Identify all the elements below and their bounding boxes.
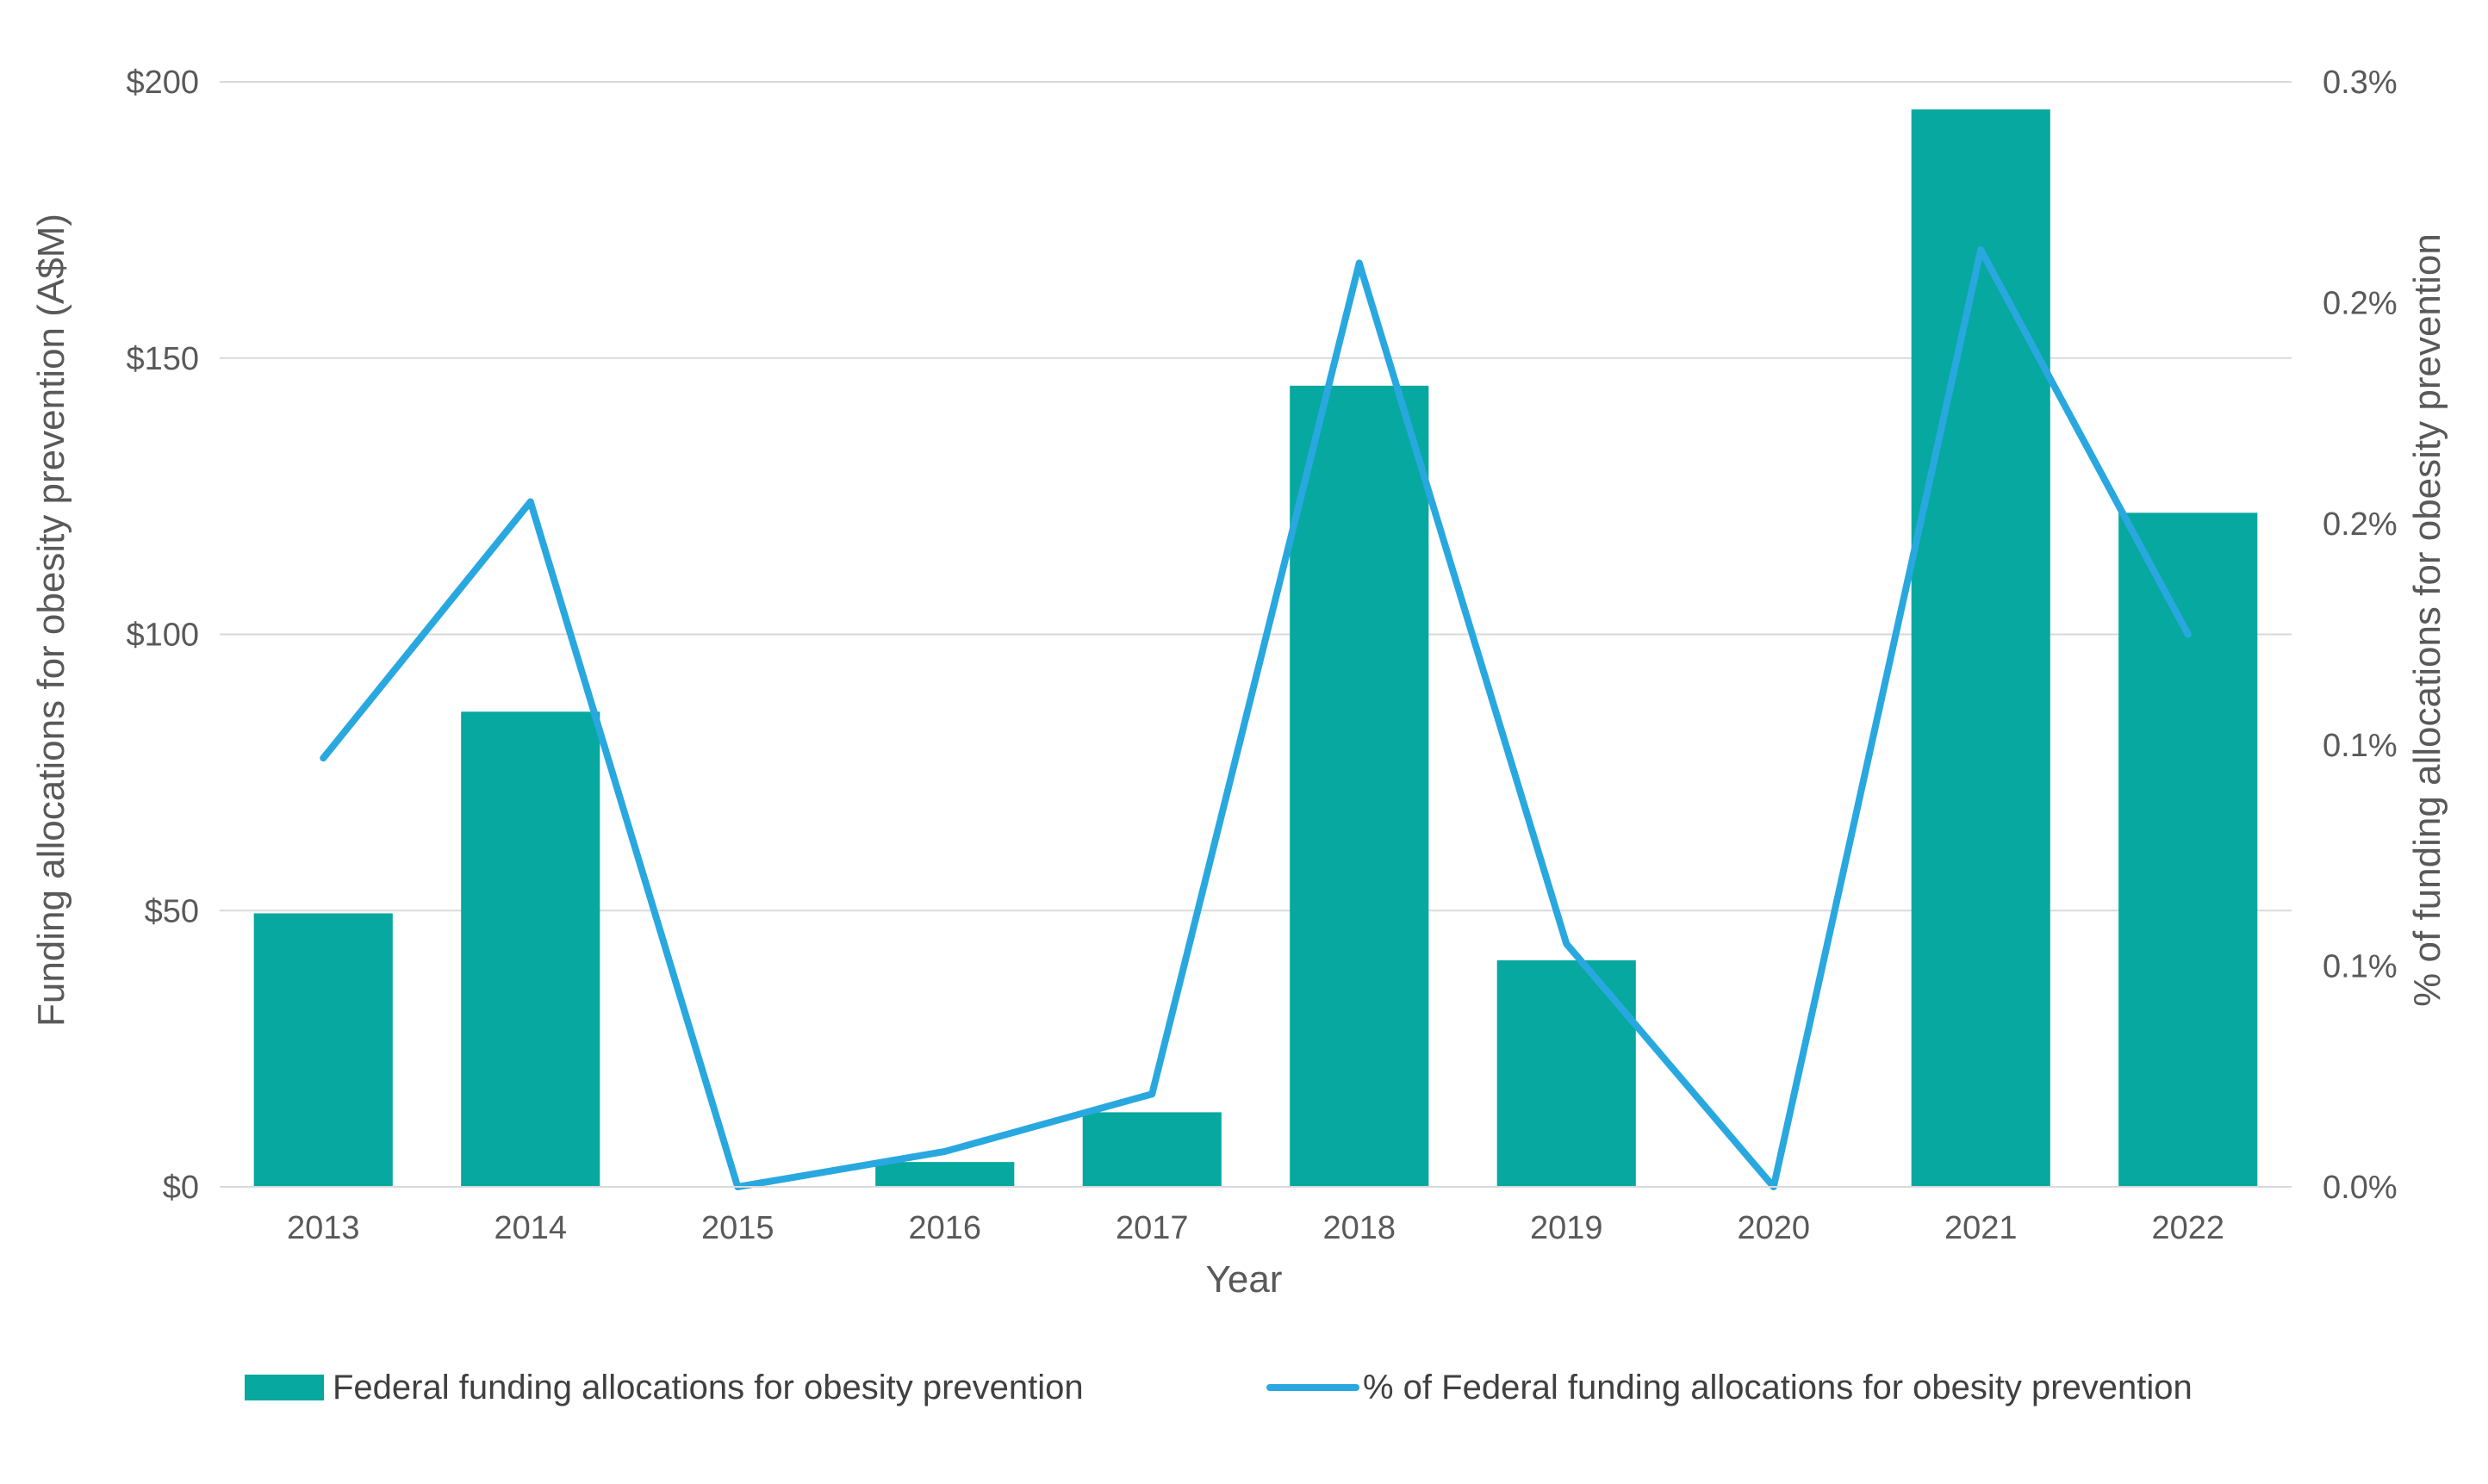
y-tick-label: $50 [145, 893, 199, 929]
x-axis-title: Year [1206, 1258, 1283, 1301]
axes: $0 $50 $100 $150 $200 0.0% 0.1% 0.1% 0.2% 0.2% 0.3… [126, 65, 2397, 1246]
x-tick-label: 2013 [287, 1210, 360, 1246]
legend: Federal funding allocations for obesity … [245, 1369, 2193, 1406]
y2-tick-label: 0.2% [2323, 506, 2398, 543]
bar [2118, 512, 2258, 1187]
y-axis-title: Funding allocations for obesity preventi… [30, 214, 72, 1027]
y-tick-label: $150 [126, 341, 199, 377]
x-tick-label: 2019 [1530, 1210, 1603, 1246]
x-tick-label: 2015 [701, 1210, 774, 1246]
y2-tick-label: 0.3% [2323, 65, 2398, 101]
legend-line-label: % of Federal funding allocations for obe… [1363, 1369, 2193, 1406]
y-tick-label: $0 [163, 1170, 199, 1206]
y-tick-label: $200 [126, 65, 199, 101]
y2-tick-label: 0.1% [2323, 728, 2398, 764]
y2-tick-label: 0.0% [2323, 1170, 2398, 1206]
legend-bar-swatch [245, 1375, 324, 1400]
bar-series [253, 109, 2258, 1188]
x-tick-label: 2017 [1116, 1210, 1189, 1246]
bar [1496, 959, 1636, 1187]
y-tick-label: $100 [126, 618, 199, 654]
line-series [320, 246, 2192, 1190]
bar [875, 1162, 1015, 1187]
y2-tick-label: 0.2% [2323, 286, 2398, 322]
x-tick-label: 2016 [908, 1210, 981, 1246]
x-tick-label: 2020 [1737, 1210, 1810, 1246]
series-line [320, 246, 2192, 1190]
bar [461, 711, 600, 1187]
x-tick-label: 2022 [2151, 1210, 2224, 1246]
x-tick-label: 2018 [1322, 1210, 1396, 1246]
bar [1911, 109, 2050, 1188]
bar [1290, 385, 1429, 1187]
x-tick-label: 2021 [1944, 1210, 2018, 1246]
bar [253, 913, 393, 1187]
x-tick-label: 2014 [494, 1210, 567, 1246]
bar [1082, 1112, 1222, 1187]
y2-tick-label: 0.1% [2323, 948, 2398, 984]
y2-axis-title: % of funding allocations for obesity pre… [2406, 233, 2448, 1007]
legend-bar-label: Federal funding allocations for obesity … [333, 1369, 1084, 1406]
